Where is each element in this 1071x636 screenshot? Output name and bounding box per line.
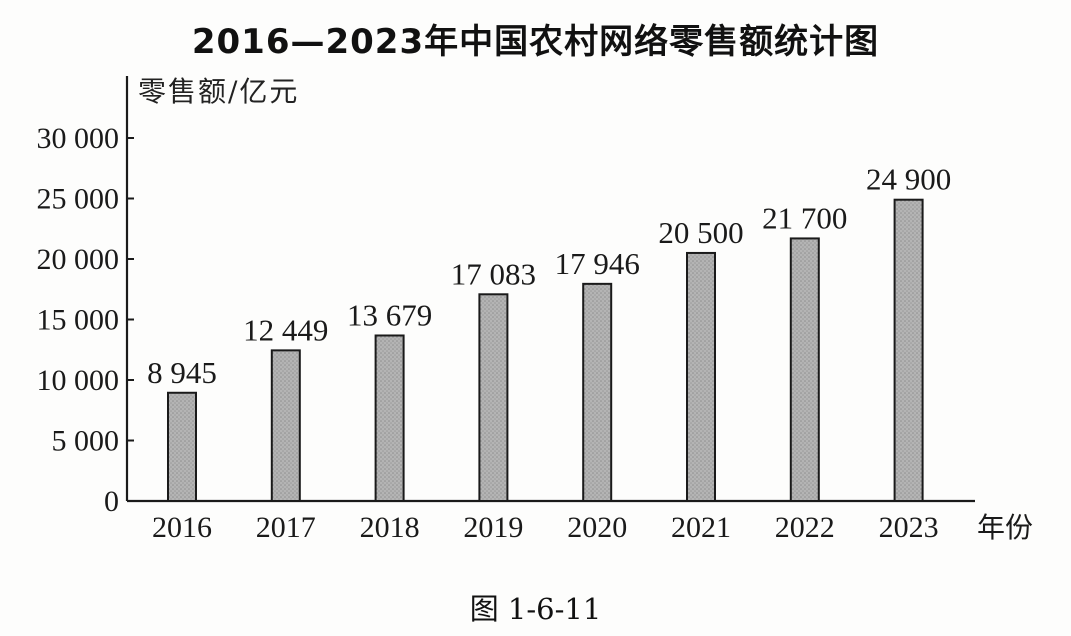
y-tick-label: 5 000 [52,425,120,458]
x-tick-label-2022: 2022 [775,511,835,544]
data-label-2023: 24 900 [866,162,951,197]
x-axis-label: 年份 [977,511,1033,544]
x-tick-label-2019: 2019 [463,511,523,544]
y-axis-label: 零售额/亿元 [138,75,300,108]
x-tick-label-2023: 2023 [879,511,939,544]
y-tick-label: 20 000 [37,243,120,276]
y-tick-label: 30 000 [37,122,120,155]
y-tick-label: 25 000 [37,183,120,216]
bar-2021 [686,251,716,502]
y-tick-label: 15 000 [37,304,120,337]
x-tick-label-2021: 2021 [671,511,731,544]
y-tick-label: 10 000 [37,364,120,397]
data-label-2021: 20 500 [658,215,743,250]
bar-2018 [374,334,405,502]
data-label-2016: 8 945 [147,355,217,390]
bar-2017 [270,349,301,502]
data-label-2022: 21 700 [762,200,847,235]
data-label-2017: 12 449 [243,312,328,347]
bar-2016 [167,391,197,502]
x-tick-label-2020: 2020 [567,511,627,544]
figure-caption: 图 1-6-11 [469,592,602,626]
bar-2023 [893,198,924,503]
bar-2019 [478,293,509,502]
y-tick-label: 0 [104,485,119,518]
data-label-2018: 13 679 [347,297,432,332]
data-label-2019: 17 083 [451,256,536,291]
x-tick-label-2017: 2017 [256,511,316,544]
x-tick-label-2016: 2016 [152,511,212,544]
data-label-2020: 17 946 [555,246,640,281]
chart-title: 2016—2023年中国农村网络零售额统计图 [191,22,880,62]
bar-2022 [789,237,820,502]
x-tick-label-2018: 2018 [360,511,420,544]
bar-2020 [582,282,613,502]
